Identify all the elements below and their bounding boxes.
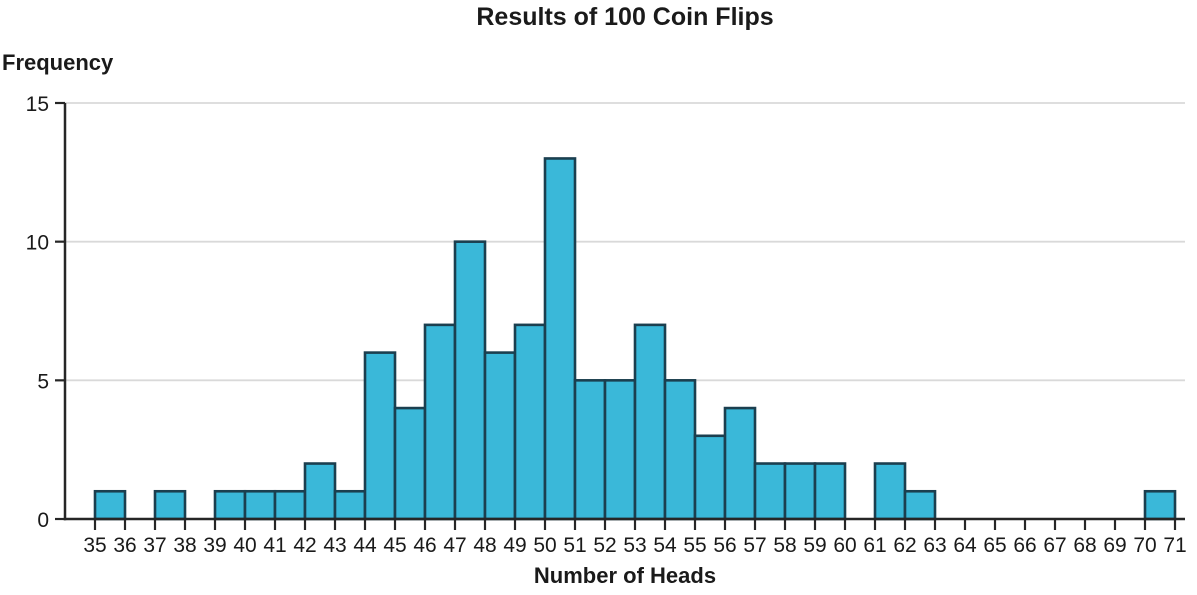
y-tick-label: 0 bbox=[37, 509, 49, 532]
histogram-bar bbox=[153, 489, 187, 521]
x-tick-label: 57 bbox=[743, 534, 766, 557]
x-tick-label: 49 bbox=[503, 534, 526, 557]
histogram-bar bbox=[93, 489, 127, 521]
histogram-bar bbox=[543, 157, 577, 521]
y-axis-title: Frequency bbox=[2, 50, 114, 75]
histogram-bar bbox=[633, 323, 667, 521]
x-tick-label: 58 bbox=[773, 534, 796, 557]
x-tick-label: 36 bbox=[113, 534, 136, 557]
x-tick-label: 40 bbox=[233, 534, 256, 557]
y-tick-label: 15 bbox=[26, 93, 49, 116]
histogram-bar bbox=[873, 462, 907, 521]
x-tick-label: 60 bbox=[833, 534, 856, 557]
x-tick-label: 66 bbox=[1013, 534, 1036, 557]
x-tick-label: 69 bbox=[1103, 534, 1126, 557]
x-axis-title: Number of Heads bbox=[533, 563, 717, 588]
histogram-bar bbox=[573, 379, 607, 521]
x-tick-label: 63 bbox=[923, 534, 946, 557]
histogram-bar bbox=[723, 406, 757, 521]
histogram-bar bbox=[393, 406, 427, 521]
x-tick-label: 56 bbox=[713, 534, 736, 557]
histogram-bar bbox=[483, 351, 517, 521]
x-tick-label: 50 bbox=[533, 534, 556, 557]
histogram-bar bbox=[453, 240, 487, 521]
x-tick-label: 48 bbox=[473, 534, 496, 557]
x-tick-label: 64 bbox=[953, 534, 977, 557]
x-tick-label: 54 bbox=[653, 534, 677, 557]
histogram-bar bbox=[363, 351, 397, 521]
x-tick-label: 39 bbox=[203, 534, 226, 557]
histogram-bar bbox=[903, 489, 937, 521]
histogram-bar bbox=[603, 379, 637, 521]
histogram-bar bbox=[513, 323, 547, 521]
histogram-bar bbox=[213, 489, 247, 521]
x-tick-label: 62 bbox=[893, 534, 916, 557]
x-tick-label: 45 bbox=[383, 534, 406, 557]
x-tick-label: 59 bbox=[803, 534, 826, 557]
histogram-bar bbox=[303, 462, 337, 521]
x-tick-label: 68 bbox=[1073, 534, 1096, 557]
histogram-bar bbox=[243, 489, 277, 521]
x-tick-label: 61 bbox=[863, 534, 886, 557]
x-tick-label: 35 bbox=[83, 534, 106, 557]
histogram-bar bbox=[333, 489, 367, 521]
x-tick-label: 41 bbox=[263, 534, 286, 557]
chart-title: Results of 100 Coin Flips bbox=[476, 3, 774, 31]
histogram-bar bbox=[813, 462, 847, 521]
histogram-bar bbox=[693, 434, 727, 521]
x-tick-label: 38 bbox=[173, 534, 196, 557]
x-tick-label: 71 bbox=[1163, 534, 1186, 557]
y-tick-label: 5 bbox=[37, 370, 49, 393]
y-tick-label: 10 bbox=[26, 232, 49, 255]
x-tick-label: 55 bbox=[683, 534, 706, 557]
histogram-bar bbox=[783, 462, 817, 521]
x-tick-label: 44 bbox=[353, 534, 377, 557]
x-tick-label: 43 bbox=[323, 534, 346, 557]
x-tick-label: 52 bbox=[593, 534, 616, 557]
x-tick-label: 70 bbox=[1133, 534, 1156, 557]
x-tick-label: 42 bbox=[293, 534, 316, 557]
histogram-bar bbox=[423, 323, 457, 521]
histogram-bar bbox=[753, 462, 787, 521]
x-tick-label: 65 bbox=[983, 534, 1006, 557]
histogram-bar bbox=[273, 489, 307, 521]
histogram-bar bbox=[1143, 489, 1177, 521]
x-tick-label: 47 bbox=[443, 534, 466, 557]
x-tick-label: 67 bbox=[1043, 534, 1066, 557]
x-tick-label: 46 bbox=[413, 534, 436, 557]
x-tick-label: 37 bbox=[143, 534, 166, 557]
x-tick-label: 53 bbox=[623, 534, 646, 557]
histogram-bar bbox=[663, 379, 697, 521]
x-tick-label: 51 bbox=[563, 534, 586, 557]
